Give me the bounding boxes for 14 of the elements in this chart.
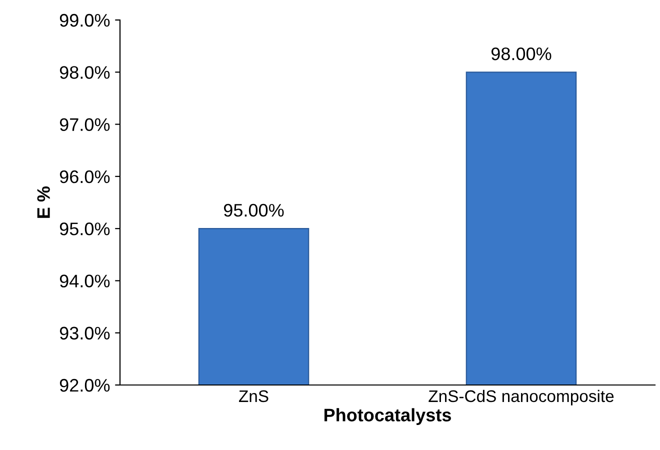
y-tick-label: 94.0% [60, 274, 110, 288]
y-tick-label: 93.0% [60, 326, 110, 340]
y-tick-label: 99.0% [60, 14, 110, 27]
y-tick-label: 95.0% [60, 222, 110, 236]
data-label: 95.00% [224, 204, 284, 217]
y-tick-label: 92.0% [60, 378, 110, 392]
y-tick-label: 97.0% [60, 118, 110, 132]
y-tick-label: 96.0% [60, 170, 110, 184]
y-axis-title: E % [37, 186, 50, 218]
x-tick-label: ZnS-CdS nanocomposite [428, 390, 614, 406]
data-label: 98.00% [491, 47, 552, 60]
y-tick-label: 98.0% [60, 66, 110, 79]
x-tick-label: ZnS [238, 390, 268, 402]
x-axis-title: Photocatalysts [324, 408, 451, 426]
